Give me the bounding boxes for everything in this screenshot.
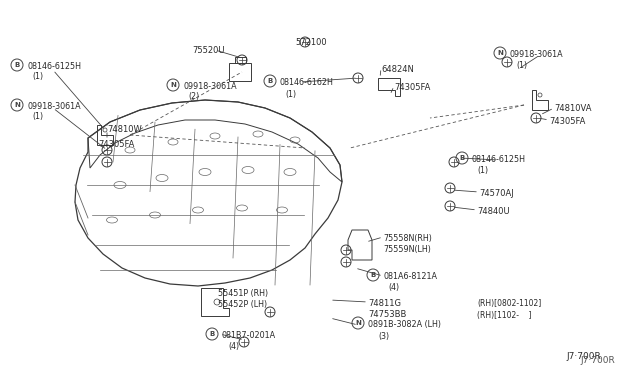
Text: (RH)[0802-1102]: (RH)[0802-1102] bbox=[477, 299, 541, 308]
Text: 74305FA: 74305FA bbox=[98, 140, 134, 149]
Text: 74810W: 74810W bbox=[107, 125, 141, 134]
Text: (2): (2) bbox=[188, 92, 199, 101]
Text: (3): (3) bbox=[378, 332, 389, 341]
Text: 08146-6125H: 08146-6125H bbox=[27, 62, 81, 71]
Text: N: N bbox=[14, 102, 20, 108]
Text: 081B7-0201A: 081B7-0201A bbox=[222, 331, 276, 340]
Text: 75558N(RH): 75558N(RH) bbox=[383, 234, 432, 243]
Text: 09918-3061A: 09918-3061A bbox=[510, 50, 564, 59]
Text: 74810VA: 74810VA bbox=[554, 104, 591, 113]
Text: 64824N: 64824N bbox=[381, 65, 414, 74]
Text: 08146-6125H: 08146-6125H bbox=[472, 155, 526, 164]
Text: 572100: 572100 bbox=[295, 38, 326, 47]
Text: 74305FA: 74305FA bbox=[549, 117, 586, 126]
Text: 74570AJ: 74570AJ bbox=[479, 189, 514, 198]
Text: B: B bbox=[14, 62, 20, 68]
Text: N: N bbox=[497, 50, 503, 56]
Text: (1): (1) bbox=[32, 72, 43, 81]
Text: (4): (4) bbox=[228, 342, 239, 351]
Text: 55451P (RH): 55451P (RH) bbox=[218, 289, 268, 298]
Text: 75559N(LH): 75559N(LH) bbox=[383, 245, 431, 254]
Text: (4): (4) bbox=[388, 283, 399, 292]
Text: B: B bbox=[209, 331, 214, 337]
Text: (RH)[1102-    ]: (RH)[1102- ] bbox=[477, 311, 531, 320]
Text: 74840U: 74840U bbox=[477, 207, 509, 216]
Text: 0891B-3082A (LH): 0891B-3082A (LH) bbox=[368, 320, 441, 329]
Text: 081A6-8121A: 081A6-8121A bbox=[383, 272, 437, 281]
Text: J7·700R: J7·700R bbox=[566, 352, 601, 361]
Text: B: B bbox=[371, 272, 376, 278]
Text: 09918-3061A: 09918-3061A bbox=[27, 102, 81, 111]
Text: 08146-6162H: 08146-6162H bbox=[280, 78, 334, 87]
Text: 74811G: 74811G bbox=[368, 299, 401, 308]
Text: (1): (1) bbox=[477, 166, 488, 175]
Text: B: B bbox=[268, 78, 273, 84]
Text: 55452P (LH): 55452P (LH) bbox=[218, 300, 267, 309]
Text: N: N bbox=[355, 320, 361, 326]
Text: N: N bbox=[170, 82, 176, 88]
Text: 74753BB: 74753BB bbox=[368, 310, 406, 319]
Text: (1): (1) bbox=[285, 90, 296, 99]
Text: 74305FA: 74305FA bbox=[394, 83, 430, 92]
Text: 09918-3061A: 09918-3061A bbox=[183, 82, 237, 91]
Text: J7·700R: J7·700R bbox=[580, 356, 615, 365]
Text: (1): (1) bbox=[516, 61, 527, 70]
Text: (1): (1) bbox=[32, 112, 43, 121]
Text: 75520U: 75520U bbox=[192, 46, 225, 55]
Text: B: B bbox=[460, 155, 465, 161]
